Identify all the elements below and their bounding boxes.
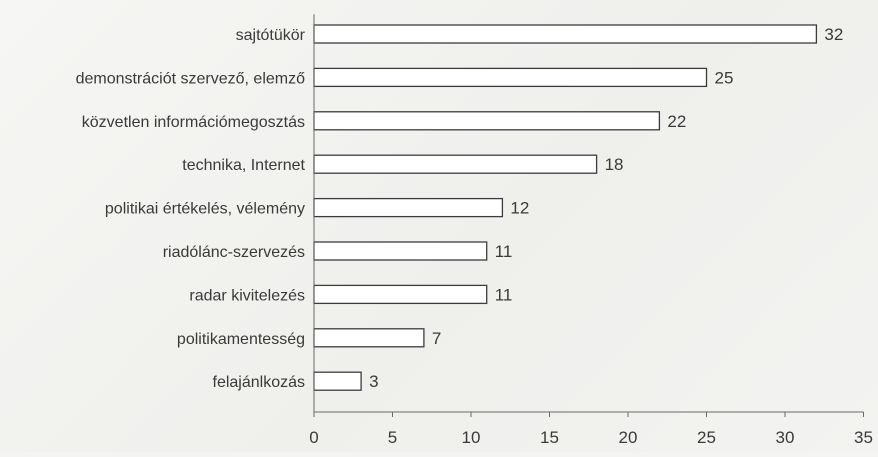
category-label-1: demonstrációt szervező, elemző [76, 70, 306, 87]
value-label-5: 11 [495, 242, 513, 261]
x-tick-label-2: 10 [462, 428, 481, 447]
value-label-8: 3 [369, 372, 378, 391]
value-label-7: 7 [432, 329, 441, 348]
bar-3 [313, 154, 598, 174]
bar-1 [313, 67, 708, 88]
value-label-3: 18 [605, 155, 624, 174]
category-label-2: közvetlen információmegosztás [82, 114, 305, 131]
value-label-4: 12 [510, 199, 529, 218]
x-tick-label-5: 25 [697, 428, 716, 447]
category-label-3: technika, Internet [182, 157, 305, 174]
bar-7 [313, 328, 425, 348]
bar-6 [313, 284, 488, 305]
bar-4 [313, 197, 504, 218]
value-label-0: 32 [824, 25, 843, 44]
x-tick-label-4: 20 [619, 428, 638, 447]
category-label-8: felajánlkozás [213, 374, 306, 391]
x-tick-label-3: 15 [540, 428, 559, 447]
bars-layer [313, 24, 818, 391]
bar-8 [313, 371, 362, 391]
value-labels: 32 25 22 18 12 11 11 7 3 [369, 25, 843, 391]
x-tick-label-6: 30 [776, 428, 795, 447]
category-label-6: radar kivitelezés [189, 287, 305, 304]
bar-0 [313, 24, 818, 44]
category-label-4: politikai értékelés, vélemény [105, 201, 305, 218]
value-label-6: 11 [495, 285, 513, 304]
category-label-0: sajtótükör [236, 27, 306, 44]
x-tick-label-7: 35 [854, 428, 873, 447]
category-label-7: politikamentesség [177, 331, 305, 348]
x-tick-label-0: 0 [309, 428, 318, 447]
value-label-1: 25 [715, 68, 734, 87]
category-label-5: riadólánc-szervezés [163, 244, 305, 261]
value-label-2: 22 [667, 112, 686, 131]
x-tick-label-1: 5 [388, 428, 397, 447]
category-labels: sajtótükör demonstrációt szervező, elemző… [76, 27, 306, 391]
bar-5 [313, 241, 488, 261]
bar-2 [313, 111, 661, 131]
x-axis: 0 5 10 15 20 25 30 35 [309, 14, 873, 447]
